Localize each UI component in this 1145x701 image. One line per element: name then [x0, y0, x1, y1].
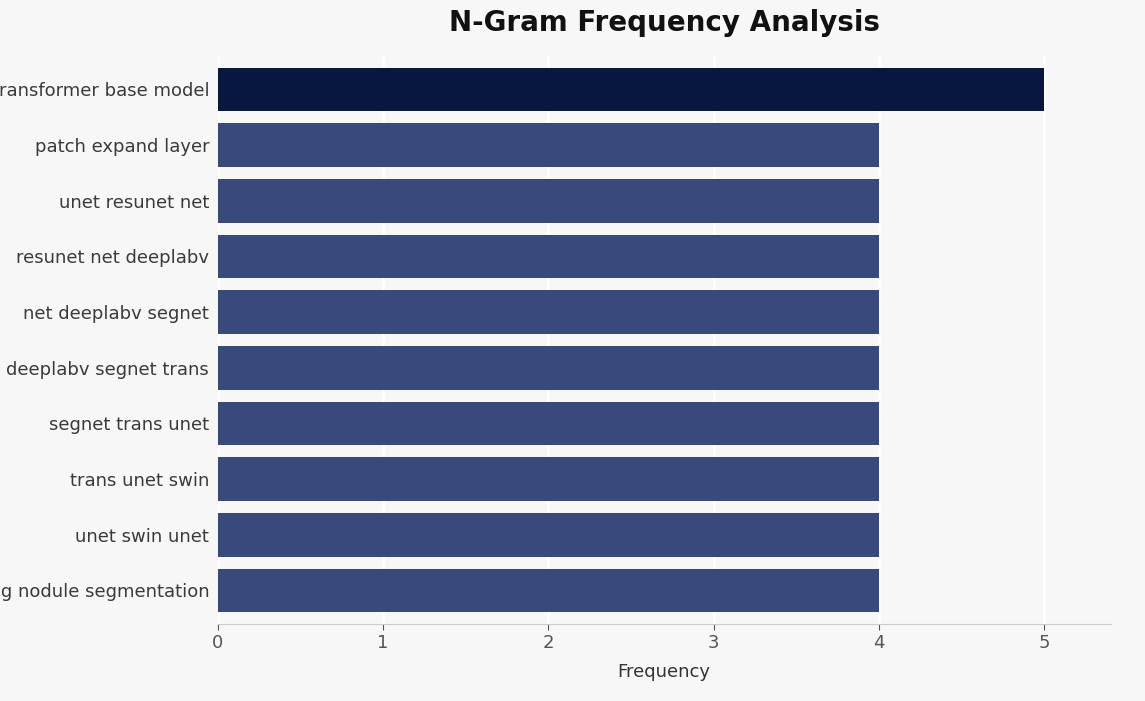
Bar [218, 569, 879, 612]
Bar [218, 123, 879, 167]
X-axis label: Frequency: Frequency [617, 663, 711, 681]
Bar [218, 346, 879, 390]
Bar [218, 179, 879, 222]
Bar [218, 68, 1044, 111]
Bar [218, 402, 879, 445]
Bar [218, 290, 879, 334]
Title: N-Gram Frequency Analysis: N-Gram Frequency Analysis [449, 9, 879, 37]
Bar [218, 513, 879, 557]
Bar [218, 235, 879, 278]
Bar [218, 458, 879, 501]
